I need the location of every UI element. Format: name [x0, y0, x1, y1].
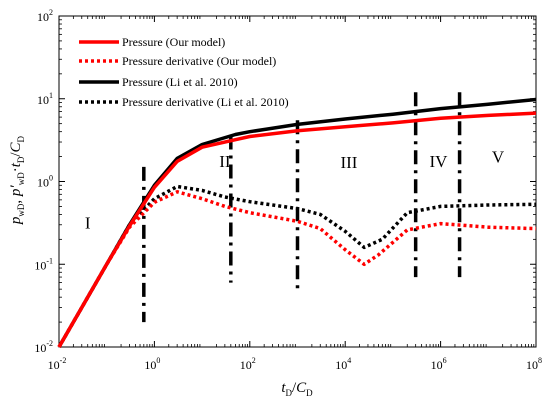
y-axis-ticks: 10-2 10-1 100 101 102	[34, 8, 536, 355]
x-tick-label: 108	[526, 356, 542, 372]
x-tick-label: 100	[144, 356, 160, 372]
x-tick-label: 104	[335, 356, 351, 372]
series-line-2	[57, 190, 537, 348]
regime-label: III	[340, 153, 357, 172]
data-series	[57, 97, 537, 348]
x-axis-title: tD/CD	[281, 380, 313, 398]
y-tick-label: 100	[37, 174, 53, 190]
flow-regime-labels: III III IV V	[85, 147, 505, 232]
legend-label-derivative-our-model: Pressure derivative (Our model)	[122, 54, 276, 68]
x-tick-label: 10-2	[48, 356, 67, 372]
y-axis-title: pwD, p′wD·tD/CD	[8, 135, 26, 225]
legend-label-pressure-our-model: Pressure (Our model)	[122, 35, 225, 49]
legend: Pressure (Our model) Pressure derivative…	[79, 35, 289, 109]
y-tick-label: 101	[37, 91, 53, 107]
regime-label: I	[85, 214, 91, 233]
regime-label: V	[492, 147, 505, 166]
y-tick-label: 10-2	[34, 339, 53, 355]
y-tick-label: 10-1	[34, 256, 53, 272]
x-axis-ticks: 10-2 100 102 104 106 108	[48, 16, 542, 372]
regime-label: II	[219, 152, 231, 171]
x-tick-label: 106	[431, 356, 447, 372]
flow-regime-boundaries	[142, 92, 462, 323]
regime-label: IV	[429, 152, 448, 171]
legend-label-derivative-li: Pressure derivative (Li et al. 2010)	[122, 95, 289, 109]
legend-label-pressure-li: Pressure (Li et al. 2010)	[122, 75, 238, 89]
x-tick-label: 102	[240, 356, 256, 372]
y-tick-label: 102	[37, 8, 53, 24]
